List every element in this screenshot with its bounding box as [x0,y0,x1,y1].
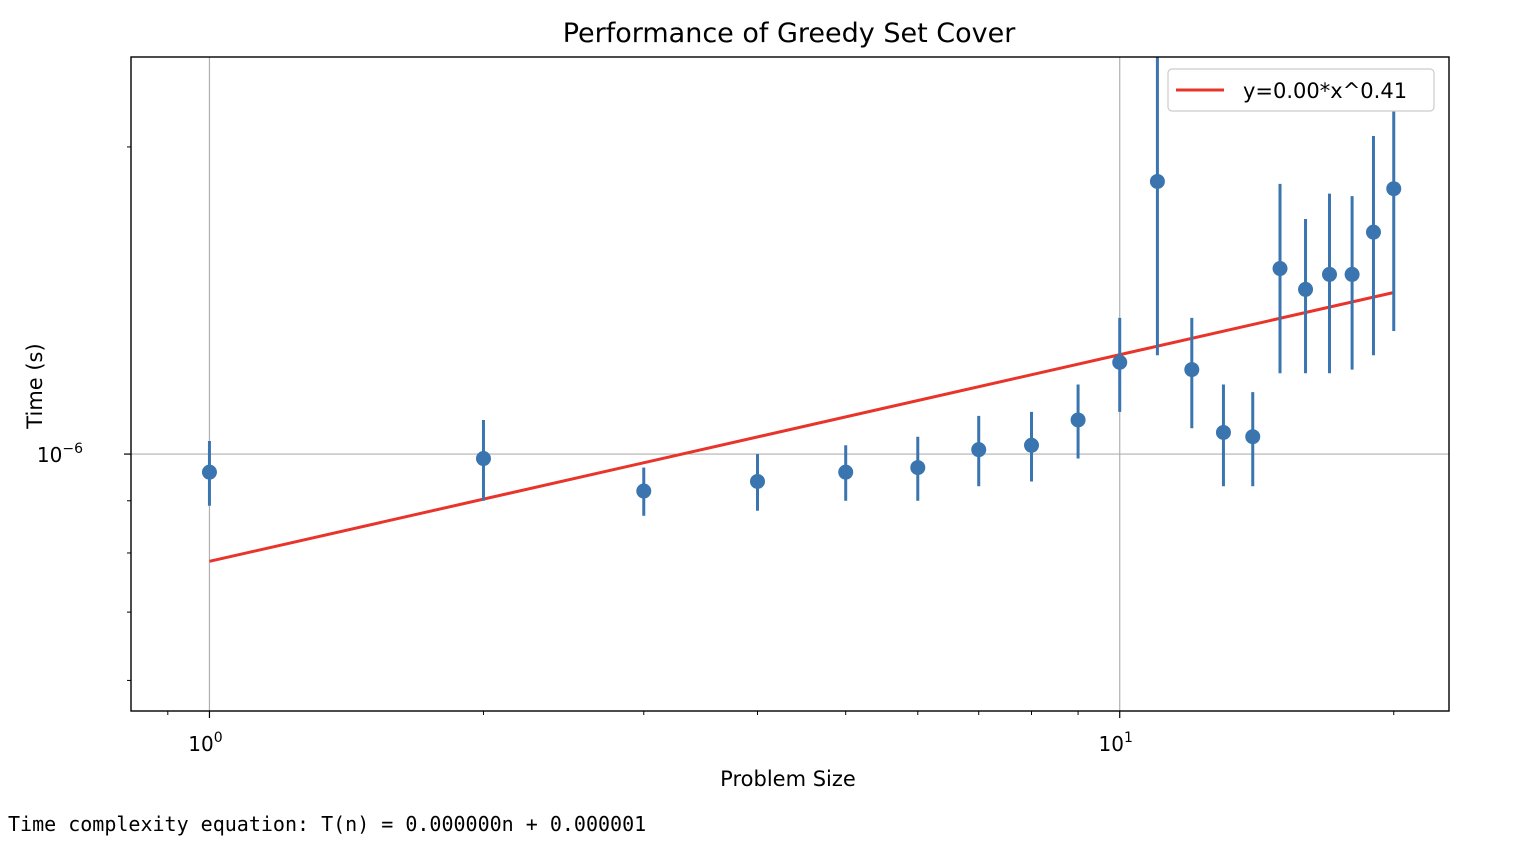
x-axis-label: Problem Size [720,767,856,791]
data-point [1344,266,1360,282]
x-tick-label: 101 [1099,730,1133,756]
data-point [838,464,854,480]
plot-frame [130,56,1450,712]
x-tick-label: 100 [188,730,222,756]
data-points-layer [201,57,1402,516]
axis-ticks: 100 101 10−6 [37,146,1395,756]
data-point [1112,354,1128,370]
y-axis-label: Time (s) [23,343,47,429]
fit-line-layer [209,291,1395,563]
data-point [636,483,652,499]
data-point [1149,173,1165,189]
data-point [1215,424,1231,440]
data-point [1386,181,1402,197]
data-point [1272,261,1288,277]
chart: Performance of Greedy Set Cover 100 10110… [23,18,1450,791]
grid-lines [131,57,1449,711]
data-point [1322,266,1338,282]
data-point [1365,224,1381,240]
data-point [910,460,926,476]
legend-fit-label: y=0.00*x^0.41 [1243,79,1407,103]
data-point [475,451,491,467]
legend-box [1167,68,1435,112]
data-point [1298,281,1314,297]
data-point [971,442,987,458]
chart-title: Performance of Greedy Set Cover [563,18,1017,49]
fit-line [209,291,1395,563]
data-point [1184,362,1200,378]
data-point [749,473,765,489]
output-text: Time complexity equation: T(n) = 0.00000… [8,812,647,836]
legend: y=0.00*x^0.41 [1167,68,1435,112]
y-tick-label: 10−6 [37,441,83,467]
data-point [1070,412,1086,428]
data-point [1024,437,1040,453]
data-point [1245,429,1261,445]
data-point [201,464,217,480]
